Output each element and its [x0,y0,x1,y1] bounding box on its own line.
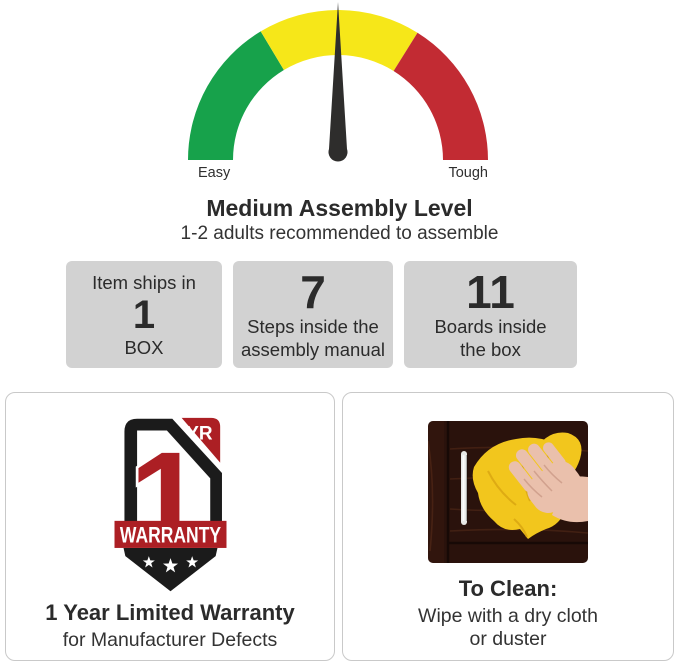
info-box-steps: 7 Steps inside the assembly manual [233,261,393,368]
warranty-badge-icon: YR 1 WARRANTY [114,417,226,592]
info-box-number: 11 [466,265,515,318]
hand-icon [508,442,588,523]
assembly-difficulty-gauge [187,2,488,162]
badge-chevron-shape [123,547,217,592]
warranty-card: YR 1 WARRANTY 1 Year Limited Warranty fo… [5,392,335,661]
star-icon [142,556,155,568]
drawer-handle-icon [461,451,468,525]
gauge-zone-easy [187,31,284,161]
cleaning-photo [428,421,588,563]
badge-banner-ribbon [114,520,226,548]
cleaning-title: To Clean: [458,576,558,601]
badge-yr-label: YR [186,424,213,445]
info-box-number: 1 [132,292,156,337]
wipe-cloth-illustration [428,421,588,563]
wood-frame-lines [446,421,588,563]
info-box-number: 7 [300,265,326,318]
info-box-ships-in: Item ships in 1 BOX [66,261,222,368]
gauge-axis-labels: Easy Tough [186,165,490,181]
star-icon [162,558,178,573]
badge-corner-ribbon [175,417,224,473]
assembly-level-subtitle: 1-2 adults recommended to assemble [180,223,499,244]
warranty-title: 1 Year Limited Warranty [45,600,295,625]
assembly-level-title: Medium Assembly Level [206,195,473,221]
cleaning-card: To Clean: Wipe with a dry cloth or duste… [342,392,674,661]
gauge-zone-tough [393,32,488,160]
cleaning-line: Wipe with a dry cloth [418,605,598,627]
info-box-text: assembly manual [241,338,385,360]
cleaning-line: or duster [469,628,547,650]
warranty-subtitle: for Manufacturer Defects [62,629,278,651]
info-box-text: the box [460,338,521,360]
info-box-text: Steps inside the [247,315,379,337]
badge-banner-label: WARRANTY [119,523,220,548]
gauge-needle-icon [328,2,348,162]
badge-shield-inner [136,430,210,522]
gauge-label-tough: Tough [448,165,488,181]
wood-panel-edge [428,421,444,563]
gauge-label-easy: Easy [198,165,231,181]
info-box-text: Item ships in [92,271,196,293]
star-icon [185,556,198,568]
info-box-text: BOX [124,336,164,358]
info-box-boards: 11 Boards inside the box [404,261,577,368]
info-box-text: Boards inside [434,315,547,337]
